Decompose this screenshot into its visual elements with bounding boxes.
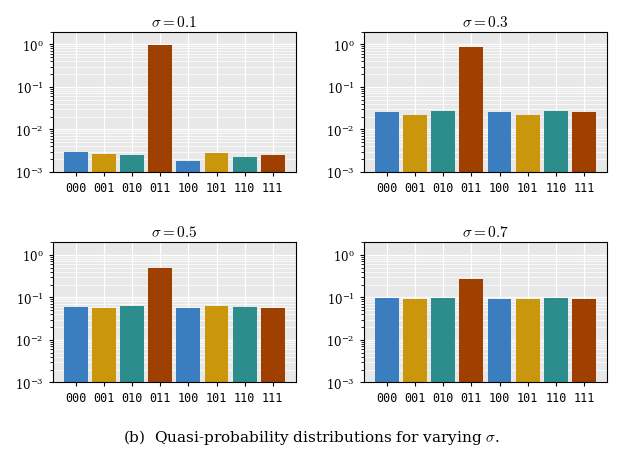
Bar [403,115,427,451]
Bar [233,308,257,451]
Bar [488,112,511,451]
Bar [205,153,228,451]
Bar [120,307,144,451]
Bar [460,279,483,451]
Title: $\sigma = 0.5$: $\sigma = 0.5$ [151,225,198,240]
Bar [261,308,285,451]
Bar [544,112,568,451]
Bar [64,307,88,451]
Bar [431,112,455,451]
Bar [64,152,88,451]
Title: $\sigma = 0.7$: $\sigma = 0.7$ [462,225,509,240]
Bar [177,161,200,451]
Bar [403,299,427,451]
Bar [431,299,455,451]
Bar [205,307,228,451]
Bar [375,112,399,451]
Bar [148,268,172,451]
Bar [544,299,568,451]
Bar [261,156,285,451]
Bar [572,299,596,451]
Title: $\sigma = 0.1$: $\sigma = 0.1$ [151,15,197,30]
Bar [516,299,540,451]
Bar [572,113,596,451]
Bar [488,299,511,451]
Title: $\sigma = 0.3$: $\sigma = 0.3$ [462,15,509,30]
Text: (b)  Quasi-probability distributions for varying $\sigma$.: (b) Quasi-probability distributions for … [123,428,499,446]
Bar [460,48,483,451]
Bar [375,299,399,451]
Bar [233,158,257,451]
Bar [92,154,116,451]
Bar [120,156,144,451]
Bar [516,115,540,451]
Bar [148,46,172,451]
Bar [92,308,116,451]
Bar [177,308,200,451]
